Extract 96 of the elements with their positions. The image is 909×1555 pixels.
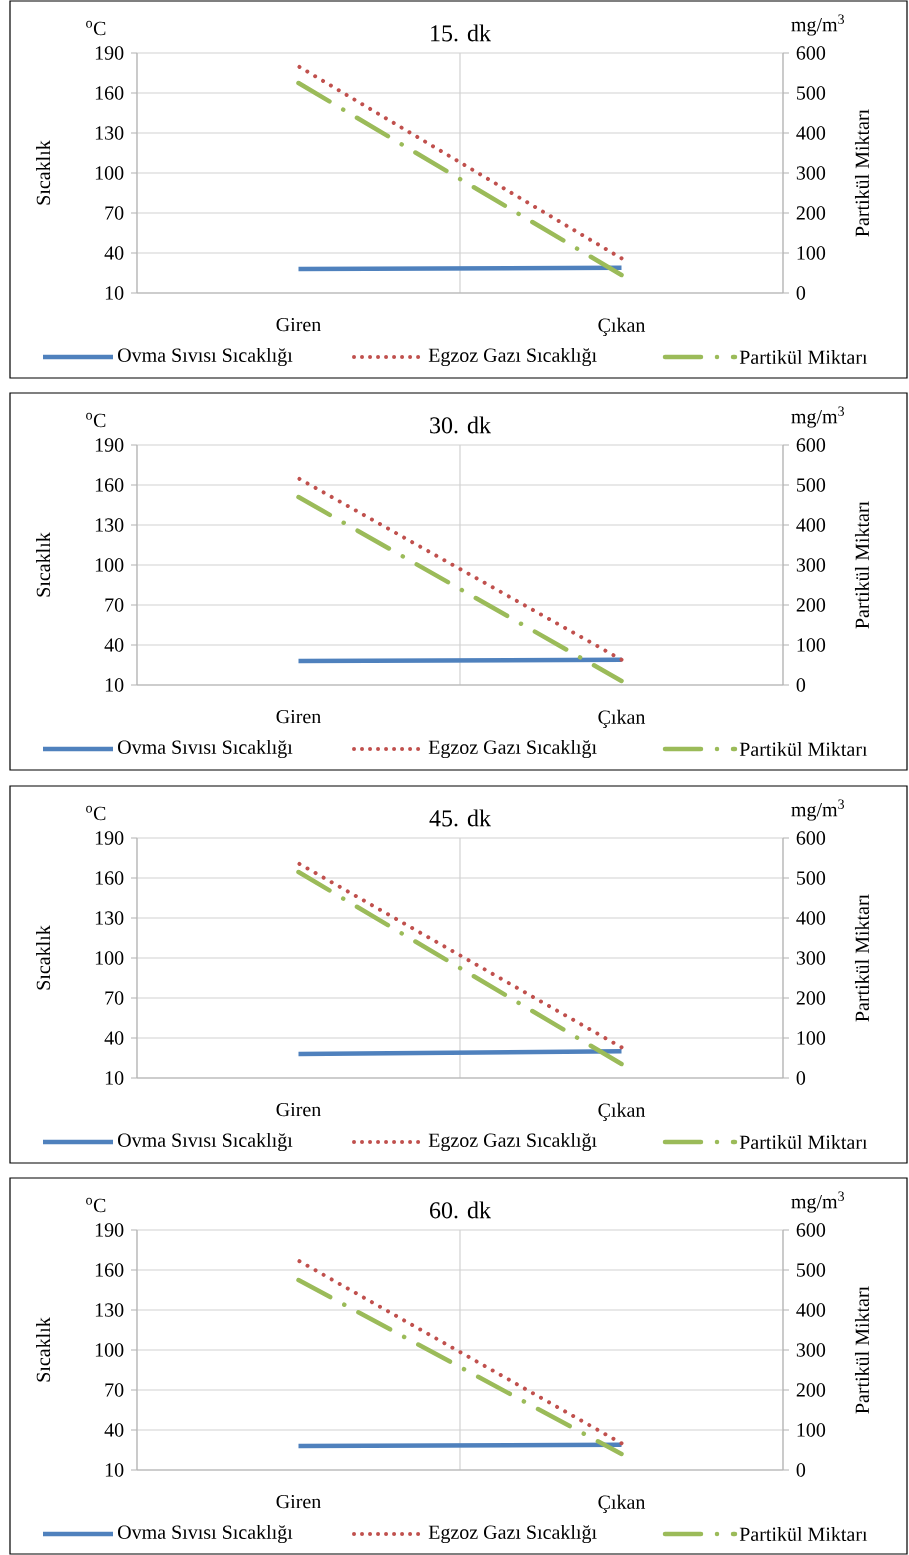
y-tick-label: 40 — [104, 1031, 124, 1045]
legend-label: Ovma Sıvısı Sıcaklığı — [118, 347, 293, 367]
text: $^{o}$C — [86, 805, 106, 821]
y2-tick-label: 100 — [797, 1423, 826, 1437]
y-tick-label: 100 — [95, 1343, 124, 1357]
x-tick-label: Giren — [276, 709, 321, 724]
y2-tick-label: 200 — [796, 598, 826, 612]
y-tick-label: 10 — [105, 286, 124, 300]
y-tick-label: 70 — [105, 598, 124, 612]
y-tick-label: 70 — [105, 991, 124, 1005]
x-tick-label: Çıkan — [598, 709, 646, 728]
y-tick-label: 70 — [105, 1383, 124, 1397]
text: mg/m$^{3}$ — [791, 406, 845, 428]
legend-label: Egzoz Gazı Sıcaklığı — [428, 1132, 597, 1152]
y2-tick-label: 500 — [797, 1263, 826, 1277]
y2-tick-label: 0 — [796, 678, 806, 692]
y2-tick-label: 500 — [797, 478, 826, 492]
text: $^{o}$C — [86, 1197, 106, 1213]
legend-label: Ovma Sıvısı Sıcaklığı — [118, 739, 293, 759]
y2-tick-label: 0 — [796, 286, 806, 300]
y2-tick-label: 100 — [797, 638, 826, 652]
y-tick-label: 130 — [95, 911, 124, 925]
y-tick-label: 40 — [104, 1423, 124, 1437]
y-tick-label: 160 — [95, 871, 124, 885]
legend-label: Egzoz Gazı Sıcaklığı — [428, 347, 597, 367]
y-tick-label: 100 — [95, 166, 124, 180]
y2-tick-label: 300 — [796, 951, 826, 965]
y-tick-label: 160 — [95, 478, 124, 492]
x-tick-label: Çıkan — [598, 317, 646, 336]
legend-label: Ovma Sıvısı Sıcaklığı — [118, 1524, 293, 1544]
y2-tick-label: 200 — [796, 1383, 826, 1397]
y-tick-label: 130 — [95, 126, 124, 140]
y2-tick-label: 300 — [796, 1343, 826, 1357]
legend-label: Partikül Miktarı — [739, 1134, 868, 1150]
y-tick-label: 40 — [104, 638, 124, 652]
y2-tick-label: 500 — [797, 86, 826, 100]
legend-label: Egzoz Gazı Sıcaklığı — [428, 1524, 597, 1544]
chart-title: 45. dk — [429, 809, 491, 827]
legend-label: Partikül Miktarı — [739, 349, 868, 365]
y-axis-title: Sıcaklık — [36, 1317, 51, 1382]
y2-tick-label: 600 — [796, 438, 826, 452]
y2-tick-label: 400 — [796, 911, 826, 925]
y-tick-label: 70 — [105, 206, 124, 220]
x-tick-label: Giren — [276, 317, 321, 332]
legend-label: Egzoz Gazı Sıcaklığı — [428, 739, 597, 759]
text: mg/m$^{3}$ — [791, 14, 845, 36]
y-tick-label: 100 — [95, 951, 124, 965]
chart-title: 30. dk — [430, 416, 491, 434]
y-tick-label: 160 — [95, 86, 124, 100]
x-tick-label: Giren — [276, 1102, 321, 1117]
y2-tick-label: 300 — [796, 558, 826, 572]
text: mg/m$^{3}$ — [791, 1191, 845, 1213]
y2-tick-label: 400 — [796, 518, 826, 532]
y-tick-label: 100 — [95, 558, 124, 572]
y2-tick-label: 400 — [796, 1303, 826, 1317]
y2-tick-label: 300 — [796, 166, 826, 180]
y2-axis-title: Partikül Miktarı — [854, 109, 870, 237]
y2-axis-title: Partikül Miktarı — [854, 501, 870, 629]
x-tick-label: Çıkan — [598, 1494, 646, 1513]
y2-tick-label: 600 — [796, 831, 826, 845]
y2-tick-label: 500 — [797, 871, 826, 885]
y-tick-label: 10 — [105, 678, 124, 692]
y2-tick-label: 100 — [797, 1031, 826, 1045]
y2-tick-label: 600 — [796, 1223, 826, 1237]
legend-label: Partikül Miktarı — [739, 1526, 868, 1542]
y-tick-label: 190 — [95, 46, 124, 60]
legend-label: Partikül Miktarı — [739, 741, 868, 757]
y2-tick-label: 400 — [796, 126, 826, 140]
y2-axis-title: Partikül Miktarı — [854, 894, 870, 1022]
y-axis-title: Sıcaklık — [36, 532, 51, 597]
y-tick-label: 10 — [105, 1463, 124, 1477]
y2-tick-label: 0 — [796, 1463, 806, 1477]
y2-axis-title: Partikül Miktarı — [854, 1286, 870, 1414]
y-tick-label: 130 — [95, 1303, 124, 1317]
chart-title: 60. dk — [430, 1201, 491, 1219]
y-tick-label: 40 — [104, 246, 124, 260]
x-tick-label: Çıkan — [598, 1102, 646, 1121]
y2-tick-label: 200 — [796, 206, 826, 220]
y-tick-label: 190 — [95, 438, 124, 452]
y-tick-label: 190 — [95, 1223, 124, 1237]
y-axis-title: Sıcaklık — [36, 925, 51, 990]
y2-tick-label: 0 — [796, 1071, 806, 1085]
legend-label: Ovma Sıvısı Sıcaklığı — [118, 1132, 293, 1152]
chart-title: 15. dk — [431, 24, 491, 42]
y2-tick-label: 200 — [796, 991, 826, 1005]
y2-tick-label: 600 — [796, 46, 826, 60]
y-axis-title: Sıcaklık — [36, 140, 51, 205]
text: $^{o}$C — [86, 20, 106, 36]
y-tick-label: 10 — [105, 1071, 124, 1085]
y-tick-label: 130 — [95, 518, 124, 532]
y2-tick-label: 100 — [797, 246, 826, 260]
y-tick-label: 190 — [95, 831, 124, 845]
y-tick-label: 160 — [95, 1263, 124, 1277]
x-tick-label: Giren — [276, 1494, 321, 1509]
text: $^{o}$C — [86, 412, 106, 428]
text: mg/m$^{3}$ — [791, 799, 845, 821]
